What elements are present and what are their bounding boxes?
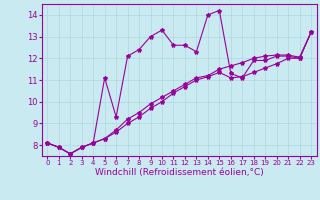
X-axis label: Windchill (Refroidissement éolien,°C): Windchill (Refroidissement éolien,°C) [95, 168, 264, 177]
